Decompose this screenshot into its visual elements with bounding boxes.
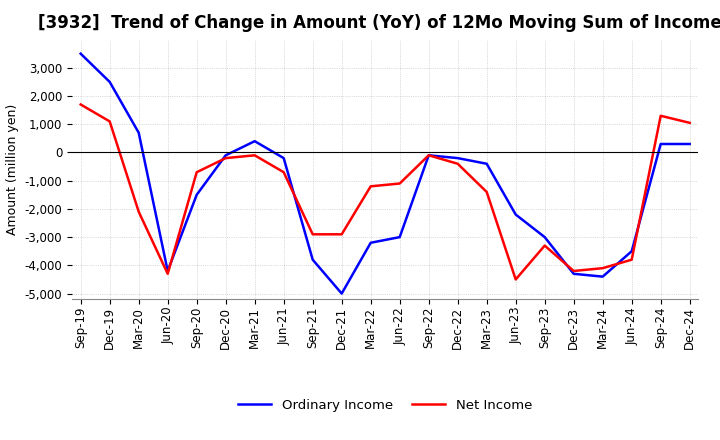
Ordinary Income	[338, 291, 346, 296]
Ordinary Income	[570, 271, 578, 276]
Net Income	[424, 153, 433, 158]
Ordinary Income	[598, 274, 607, 279]
Ordinary Income	[308, 257, 317, 262]
Ordinary Income	[105, 79, 114, 84]
Net Income	[511, 277, 520, 282]
Legend: Ordinary Income, Net Income: Ordinary Income, Net Income	[233, 394, 538, 417]
Ordinary Income	[163, 268, 172, 274]
Net Income	[76, 102, 85, 107]
Ordinary Income	[395, 235, 404, 240]
Net Income	[308, 231, 317, 237]
Ordinary Income	[482, 161, 491, 166]
Ordinary Income	[454, 155, 462, 161]
Net Income	[135, 209, 143, 214]
Net Income	[541, 243, 549, 248]
Ordinary Income	[685, 141, 694, 147]
Ordinary Income	[366, 240, 375, 246]
Ordinary Income	[192, 192, 201, 198]
Ordinary Income	[279, 155, 288, 161]
Net Income	[251, 153, 259, 158]
Ordinary Income	[541, 235, 549, 240]
Net Income	[192, 169, 201, 175]
Ordinary Income	[221, 153, 230, 158]
Net Income	[685, 120, 694, 125]
Y-axis label: Amount (million yen): Amount (million yen)	[6, 104, 19, 235]
Ordinary Income	[627, 249, 636, 254]
Net Income	[279, 169, 288, 175]
Net Income	[338, 231, 346, 237]
Net Income	[395, 181, 404, 186]
Net Income	[657, 113, 665, 118]
Net Income	[366, 183, 375, 189]
Ordinary Income	[135, 130, 143, 136]
Net Income	[163, 271, 172, 276]
Line: Ordinary Income: Ordinary Income	[81, 54, 690, 293]
Net Income	[105, 119, 114, 124]
Ordinary Income	[76, 51, 85, 56]
Ordinary Income	[657, 141, 665, 147]
Ordinary Income	[511, 212, 520, 217]
Title: [3932]  Trend of Change in Amount (YoY) of 12Mo Moving Sum of Incomes: [3932] Trend of Change in Amount (YoY) o…	[38, 15, 720, 33]
Net Income	[627, 257, 636, 262]
Line: Net Income: Net Income	[81, 104, 690, 279]
Net Income	[598, 265, 607, 271]
Ordinary Income	[251, 139, 259, 144]
Net Income	[570, 268, 578, 274]
Ordinary Income	[424, 153, 433, 158]
Net Income	[221, 155, 230, 161]
Net Income	[454, 161, 462, 166]
Net Income	[482, 189, 491, 194]
